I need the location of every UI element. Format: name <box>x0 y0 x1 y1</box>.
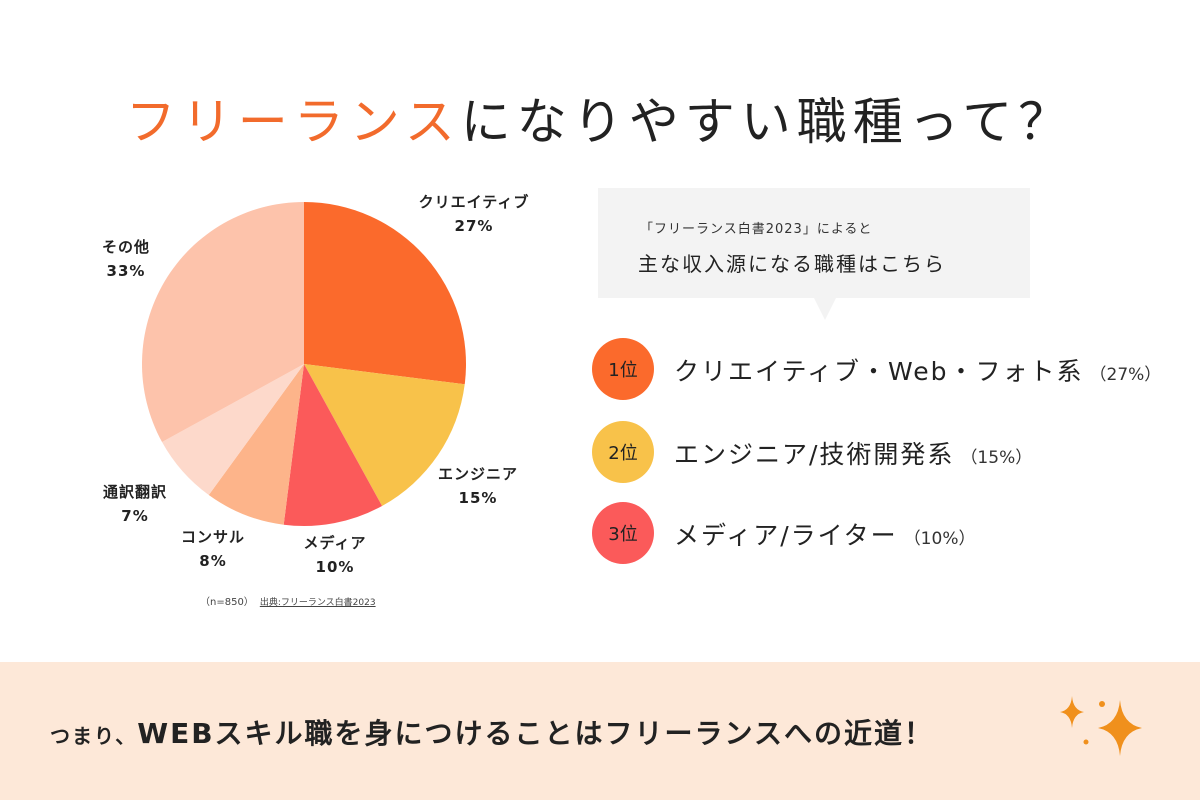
pie-value-label-1: 27% <box>455 217 494 235</box>
pie-value-label-4: 8% <box>199 552 226 570</box>
ranking-item-2: 2位 エンジニア/技術開発系 （15%） <box>592 421 1192 483</box>
bottom-prefix: つまり、 <box>50 724 138 748</box>
rank-label-1: クリエイティブ・Web・フォト系 （27%） <box>674 352 1161 388</box>
rank-label-3: メディア/ライター （10%） <box>674 516 975 552</box>
pie-slice-3 <box>283 364 383 527</box>
rank-label-2: エンジニア/技術開発系 （15%） <box>674 435 1032 471</box>
pie-slice-2 <box>304 364 465 506</box>
callout-line2: 主な収入源になる職種はこちら <box>638 252 946 276</box>
source-link[interactable]: 出典:フリーランス白書2023 <box>259 598 376 608</box>
sample-size: （n=850） <box>200 597 254 608</box>
pie-slice-1 <box>304 202 466 385</box>
rank-badge-1: 1位 <box>592 338 654 400</box>
chart-note: （n=850） 出典:フリーランス白書2023 <box>200 593 376 608</box>
rank-pct-3: （10%） <box>903 529 976 549</box>
page-title: フリーランスになりやすい職種って？ <box>0 82 1200 154</box>
bottom-message: つまり、WEBスキル職を身につけることはフリーランスへの近道！ <box>50 712 934 752</box>
sparkle-large <box>1098 700 1142 756</box>
pie-value-label-6: 33% <box>107 262 146 280</box>
bottom-text: WEBスキル職を身につけることはフリーランスへの近道！ <box>137 717 934 750</box>
ranking-item-3: 3位 メディア/ライター （10%） <box>592 502 1192 564</box>
pie-label-5: 通訳翻訳 <box>103 483 167 501</box>
title-accent: フリーランス <box>125 93 461 151</box>
pie-chart: クリエイティブ 27% エンジニア 15% メディア 10% コンサル 8% 通訳翻訳 7% その他… <box>102 193 530 576</box>
rank-number-3: 3位 <box>608 524 638 545</box>
rank-badge-3: 3位 <box>592 502 654 564</box>
ranking-item-1: 1位 クリエイティブ・Web・フォト系 （27%） <box>592 338 1192 400</box>
pie-label-4: コンサル <box>181 528 245 546</box>
sparkle-dot-2 <box>1083 739 1089 745</box>
rank-pct-1: （27%） <box>1089 365 1162 385</box>
pie-slice-6 <box>141 202 304 443</box>
pie-label-1: クリエイティブ <box>419 193 530 211</box>
pie-value-label-3: 10% <box>316 558 355 576</box>
sparkle-icon <box>1060 696 1142 756</box>
bottom-banner: つまり、WEBスキル職を身につけることはフリーランスへの近道！ <box>0 662 1200 800</box>
pie-value-label-5: 7% <box>121 507 148 525</box>
pie-slice-5 <box>162 364 304 496</box>
pie-value-label-2: 15% <box>459 489 498 507</box>
rank-number-2: 2位 <box>608 443 638 464</box>
pie-slice-4 <box>208 364 304 525</box>
title-rest: になりやすい職種って？ <box>460 93 1075 151</box>
sparkle-dot <box>1099 701 1105 707</box>
callout-line1: 「フリーランス白書2023」によると <box>640 222 873 237</box>
rank-text-3: メディア/ライター <box>674 521 898 550</box>
sparkle-small <box>1060 696 1084 728</box>
rank-text-2: エンジニア/技術開発系 <box>674 440 955 469</box>
pie-label-2: エンジニア <box>438 465 518 483</box>
pie-label-6: その他 <box>102 238 150 256</box>
rank-text-1: クリエイティブ・Web・フォト系 <box>674 357 1084 386</box>
rank-number-1: 1位 <box>608 360 638 381</box>
rank-pct-2: （15%） <box>960 448 1033 468</box>
pie-label-3: メディア <box>304 534 367 552</box>
rank-badge-2: 2位 <box>592 421 654 483</box>
callout-box: 「フリーランス白書2023」によると 主な収入源になる職種はこちら <box>598 188 1030 320</box>
